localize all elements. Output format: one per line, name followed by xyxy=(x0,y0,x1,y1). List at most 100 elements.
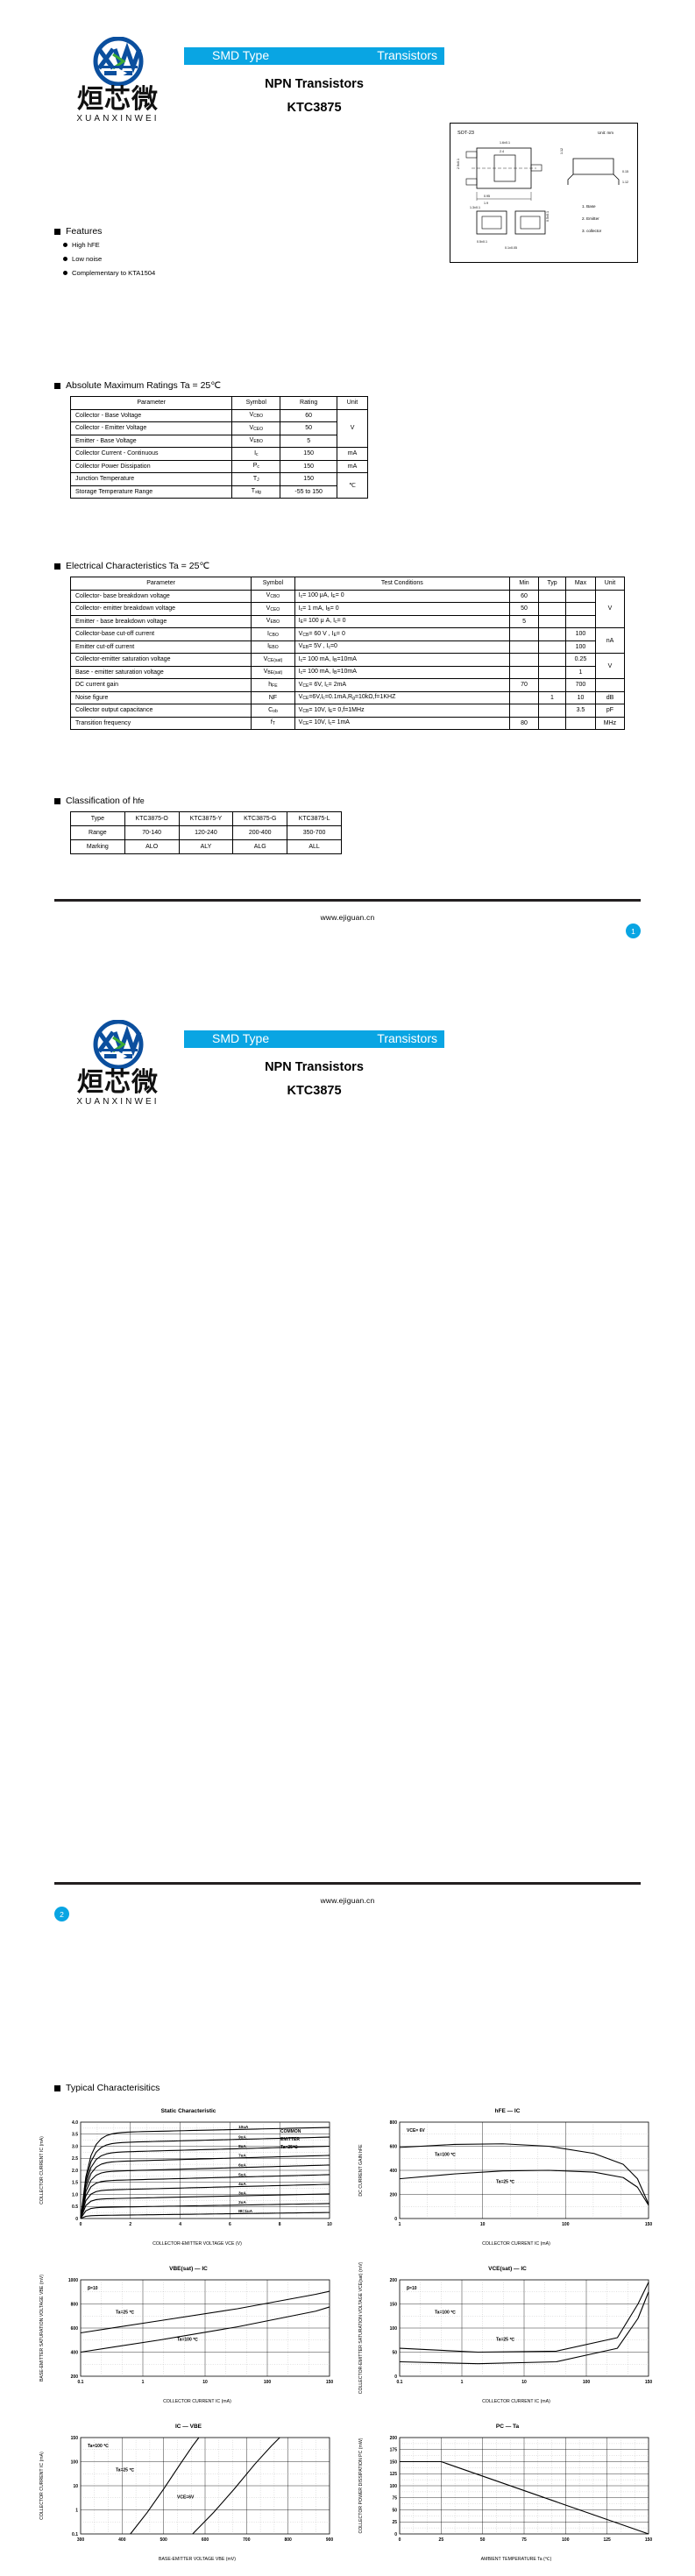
svg-text:50: 50 xyxy=(392,2350,397,2355)
square-bullet-icon xyxy=(54,228,60,235)
pin-2-label: 2. Emitter xyxy=(582,216,599,221)
svg-text:500: 500 xyxy=(160,2537,167,2543)
ec-max: 0.25 xyxy=(564,653,596,667)
cell: 70-140 xyxy=(124,825,180,840)
svg-text:125: 125 xyxy=(390,2472,398,2477)
table-row: Transition frequency fT VCE= 10V, Ic= 1mA 8… xyxy=(69,716,626,730)
ec-typ xyxy=(538,678,566,692)
svg-text:Static Characteristic: Static Characteristic xyxy=(161,2108,216,2114)
svg-text:1: 1 xyxy=(461,2380,464,2385)
svg-text:0: 0 xyxy=(399,2537,401,2543)
ec-symbol: IEBO xyxy=(251,640,295,654)
ec-heading: Electrical Characteristics Ta = 25℃ xyxy=(54,561,209,571)
svg-text:50: 50 xyxy=(480,2537,486,2543)
svg-text:Ta=100 ℃: Ta=100 ℃ xyxy=(88,2443,109,2449)
ec-symbol: fT xyxy=(251,716,295,730)
svg-text:25: 25 xyxy=(392,2520,397,2525)
ec-typ xyxy=(538,589,566,603)
svg-text:150: 150 xyxy=(71,2436,79,2441)
ec-unit: V xyxy=(594,653,626,679)
svg-text:Ta=25℃: Ta=25℃ xyxy=(280,2144,298,2150)
page-2: 烜芯微 XUANXINWEI SMD Type Transistors NPN … xyxy=(0,983,695,2562)
svg-text:4.0: 4.0 xyxy=(72,2120,78,2126)
svg-text:0.1±0.05: 0.1±0.05 xyxy=(505,246,517,250)
amr-rating: 5 xyxy=(280,434,338,448)
svg-text:400: 400 xyxy=(118,2537,126,2543)
svg-text:0: 0 xyxy=(75,2217,78,2222)
cell: ALG xyxy=(232,839,288,854)
title-bar-left: SMD Type xyxy=(212,48,270,62)
svg-text:10: 10 xyxy=(521,2380,527,2385)
row-label: Range xyxy=(70,825,125,840)
amr-unit: mA xyxy=(337,447,368,461)
amr-unit: V xyxy=(337,408,368,448)
svg-text:1.3±0.1: 1.3±0.1 xyxy=(470,206,480,209)
svg-text:700: 700 xyxy=(243,2537,251,2543)
amr-symbol: Pc xyxy=(231,459,281,473)
cell: KTC3875-Y xyxy=(178,811,234,826)
ec-typ xyxy=(538,640,566,654)
footer-rule xyxy=(54,899,641,902)
cell: 120-240 xyxy=(178,825,234,840)
ec-min xyxy=(509,640,540,654)
svg-text:8uA: 8uA xyxy=(238,2144,246,2148)
page-number-badge: 1 xyxy=(626,924,641,938)
ec-max: 100 xyxy=(564,627,596,641)
table-row: Marking ALO ALY ALG ALL xyxy=(70,839,342,854)
svg-text:Ta=25 ℃: Ta=25 ℃ xyxy=(116,2467,134,2473)
svg-text:2.4: 2.4 xyxy=(500,150,504,153)
cell: ALY xyxy=(178,839,234,854)
amr-symbol: Ic xyxy=(231,447,281,461)
ec-min: 80 xyxy=(509,716,540,730)
svg-text:75: 75 xyxy=(392,2496,397,2502)
table-row: Emitter cut-off current IEBO VEB= 5V , Ic=… xyxy=(69,640,625,654)
svg-text:BASE-EMITTER SATURATION VOLTAG: BASE-EMITTER SATURATION VOLTAGE VBE (mV) xyxy=(39,2275,45,2381)
svg-text:1.9: 1.9 xyxy=(484,202,488,205)
svg-text:1.12: 1.12 xyxy=(622,180,628,184)
svg-text:Ta=25 ℃: Ta=25 ℃ xyxy=(496,2178,514,2184)
ec-symbol: VEBO xyxy=(251,614,295,628)
title-bar: SMD Type Transistors xyxy=(184,1030,444,1048)
list-item: Complementary to KTA1504 xyxy=(63,269,155,277)
svg-text:0: 0 xyxy=(80,2222,82,2227)
column-header: Parameter xyxy=(69,577,252,591)
svg-text:1.6±0.1: 1.6±0.1 xyxy=(500,141,510,145)
features-heading: Features xyxy=(54,226,155,237)
page-footer: www.ejiguan.cn xyxy=(54,1882,641,1905)
svg-text:300: 300 xyxy=(77,2537,85,2543)
svg-text:COLLECTOR-EMITTER VOLTAGE VC: COLLECTOR-EMITTER VOLTAGE VCE (V) xyxy=(152,2241,242,2247)
square-bullet-icon xyxy=(54,2084,60,2091)
logo-pinyin: XUANXINWEI xyxy=(76,114,160,124)
svg-text:400: 400 xyxy=(71,2350,79,2355)
svg-text:400: 400 xyxy=(390,2169,398,2174)
page-1: 烜芯微 XUANXINWEI SMD Type Transistors NPN … xyxy=(0,0,695,983)
svg-text:β=10: β=10 xyxy=(407,2286,417,2291)
svg-text:100: 100 xyxy=(390,2326,398,2332)
svg-text:0.1: 0.1 xyxy=(78,2380,84,2385)
svg-text:hFE — IC: hFE — IC xyxy=(495,2108,521,2114)
svg-text:PC — Ta: PC — Ta xyxy=(496,2424,520,2430)
table-row: Collector output capacitance Cob VCB= 10V,… xyxy=(69,704,626,718)
company-logo: 烜芯微 XUANXINWEI xyxy=(54,37,181,124)
column-header: Unit xyxy=(594,577,626,591)
ec-typ xyxy=(538,602,566,616)
features-list: High hFE Low noise Complementary to KTA1… xyxy=(63,241,155,277)
ec-unit: dB xyxy=(594,690,626,704)
svg-text:0: 0 xyxy=(394,2532,397,2537)
ec-parameter: Collector-emitter saturation voltage xyxy=(69,653,252,667)
amr-symbol: VCEO xyxy=(231,421,281,435)
column-header: Symbol xyxy=(231,396,281,410)
typical-characteristics-charts: Static Characteristic 0 2 4 6 8 10 0 0.5 1.0 1.5 2.… xyxy=(35,2103,661,2576)
column-header: Parameter xyxy=(69,396,233,410)
ec-min: 60 xyxy=(509,589,540,603)
table-row: DC current gain hFE VCE= 6V, Ic= 2mA 70 700 xyxy=(69,678,626,692)
svg-text:2.9±0.1: 2.9±0.1 xyxy=(457,159,460,169)
ec-test-condition: Ic= 100 mA, IB=10mA xyxy=(294,653,511,667)
svg-text:0.5: 0.5 xyxy=(72,2204,78,2210)
ec-parameter: Collector output capacitance xyxy=(69,704,252,718)
xxw-logo-icon xyxy=(93,1020,143,1069)
package-unit-note: Unit: mm xyxy=(598,131,613,135)
ec-typ xyxy=(538,653,566,667)
svg-text:100: 100 xyxy=(390,2484,398,2489)
chart-pc-vs-ta: PC — Ta 0 25 50 75 100 125 150 0 25 50 75 100 125 150 1… xyxy=(354,2418,661,2564)
